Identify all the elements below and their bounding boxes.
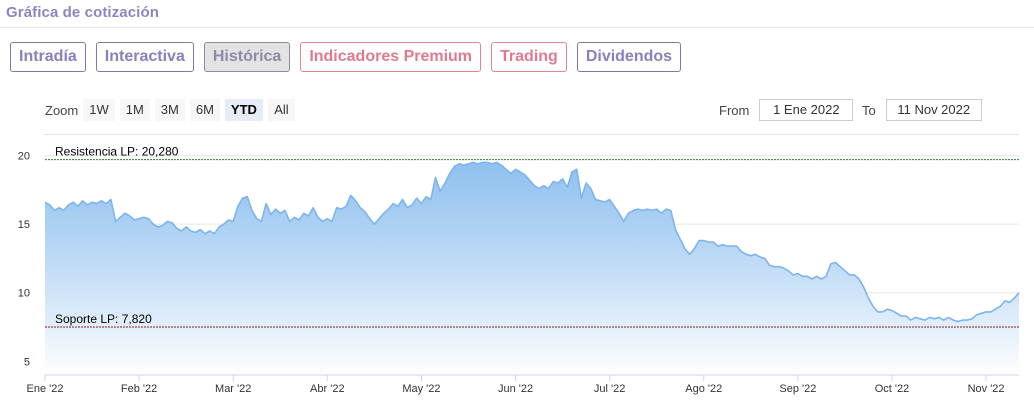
zoom-selector: Zoom 1W 1M 3M 6M YTD All — [45, 99, 300, 121]
to-date-input[interactable]: 11 Nov 2022 — [885, 99, 982, 121]
y-tick-label: 15 — [18, 219, 30, 231]
zoom-label: Zoom — [45, 102, 79, 118]
resistance-level-label: Resistencia LP: 20,280 — [55, 145, 179, 159]
x-tick-label: Sep '22 — [779, 383, 816, 395]
x-tick-label: Ago '22 — [685, 383, 722, 395]
x-tick-label: Abr '22 — [310, 383, 345, 395]
x-tick-label: Mar '22 — [215, 383, 251, 395]
zoom-button-all[interactable]: All — [267, 99, 295, 121]
x-tick-label: Jun '22 — [498, 383, 533, 395]
to-label: To — [862, 102, 876, 118]
support-level-label: Soporte LP: 7,820 — [55, 312, 152, 326]
x-tick-label: Oct '22 — [875, 383, 910, 395]
zoom-button-6m[interactable]: 6M — [189, 99, 220, 121]
x-tick-label: Nov '22 — [968, 383, 1005, 395]
x-tick-label: Jul '22 — [594, 383, 625, 395]
x-tick-label: Feb '22 — [121, 383, 157, 395]
y-tick-label: 20 — [18, 151, 30, 163]
axes: 5 10 15 20 Ene '22 Feb '22 Mar '22 Abr '22 May '… — [18, 151, 1019, 395]
y-tick-label: 5 — [24, 356, 30, 368]
tab-historica[interactable]: Histórica — [203, 42, 291, 72]
tab-trading[interactable]: Trading — [491, 42, 567, 72]
tab-dividendos[interactable]: Dividendos — [576, 42, 682, 72]
zoom-button-ytd[interactable]: YTD — [224, 99, 263, 121]
price-line — [44, 161, 1020, 323]
price-series — [44, 161, 1020, 375]
price-area-fill — [45, 162, 1019, 375]
tab-indicadores-premium[interactable]: Indicadores Premium — [300, 42, 482, 72]
from-date-input[interactable]: 1 Ene 2022 — [759, 99, 854, 121]
from-label: From — [719, 102, 750, 118]
title-divider — [0, 27, 1034, 28]
y-tick-label: 10 — [18, 288, 30, 300]
date-range-to: To 11 Nov 2022 — [862, 99, 982, 121]
chart-top-divider — [44, 134, 1019, 135]
chart-tabs: Intradía Interactiva Histórica Indicador… — [10, 42, 682, 72]
zoom-button-1m[interactable]: 1M — [119, 99, 150, 121]
tab-intradia[interactable]: Intradía — [10, 42, 86, 72]
tab-interactiva[interactable]: Interactiva — [95, 42, 194, 72]
chart-section-title: Gráfica de cotización — [6, 4, 159, 21]
x-tick-label: May '22 — [402, 383, 440, 395]
date-range-from: From 1 Ene 2022 — [719, 99, 854, 121]
zoom-button-1w[interactable]: 1W — [83, 99, 115, 121]
support-resistance-levels: Resistencia LP: 20,280 Soporte LP: 7,820 — [45, 145, 1019, 328]
x-tick-label: Ene '22 — [27, 383, 64, 395]
zoom-button-3m[interactable]: 3M — [154, 99, 185, 121]
